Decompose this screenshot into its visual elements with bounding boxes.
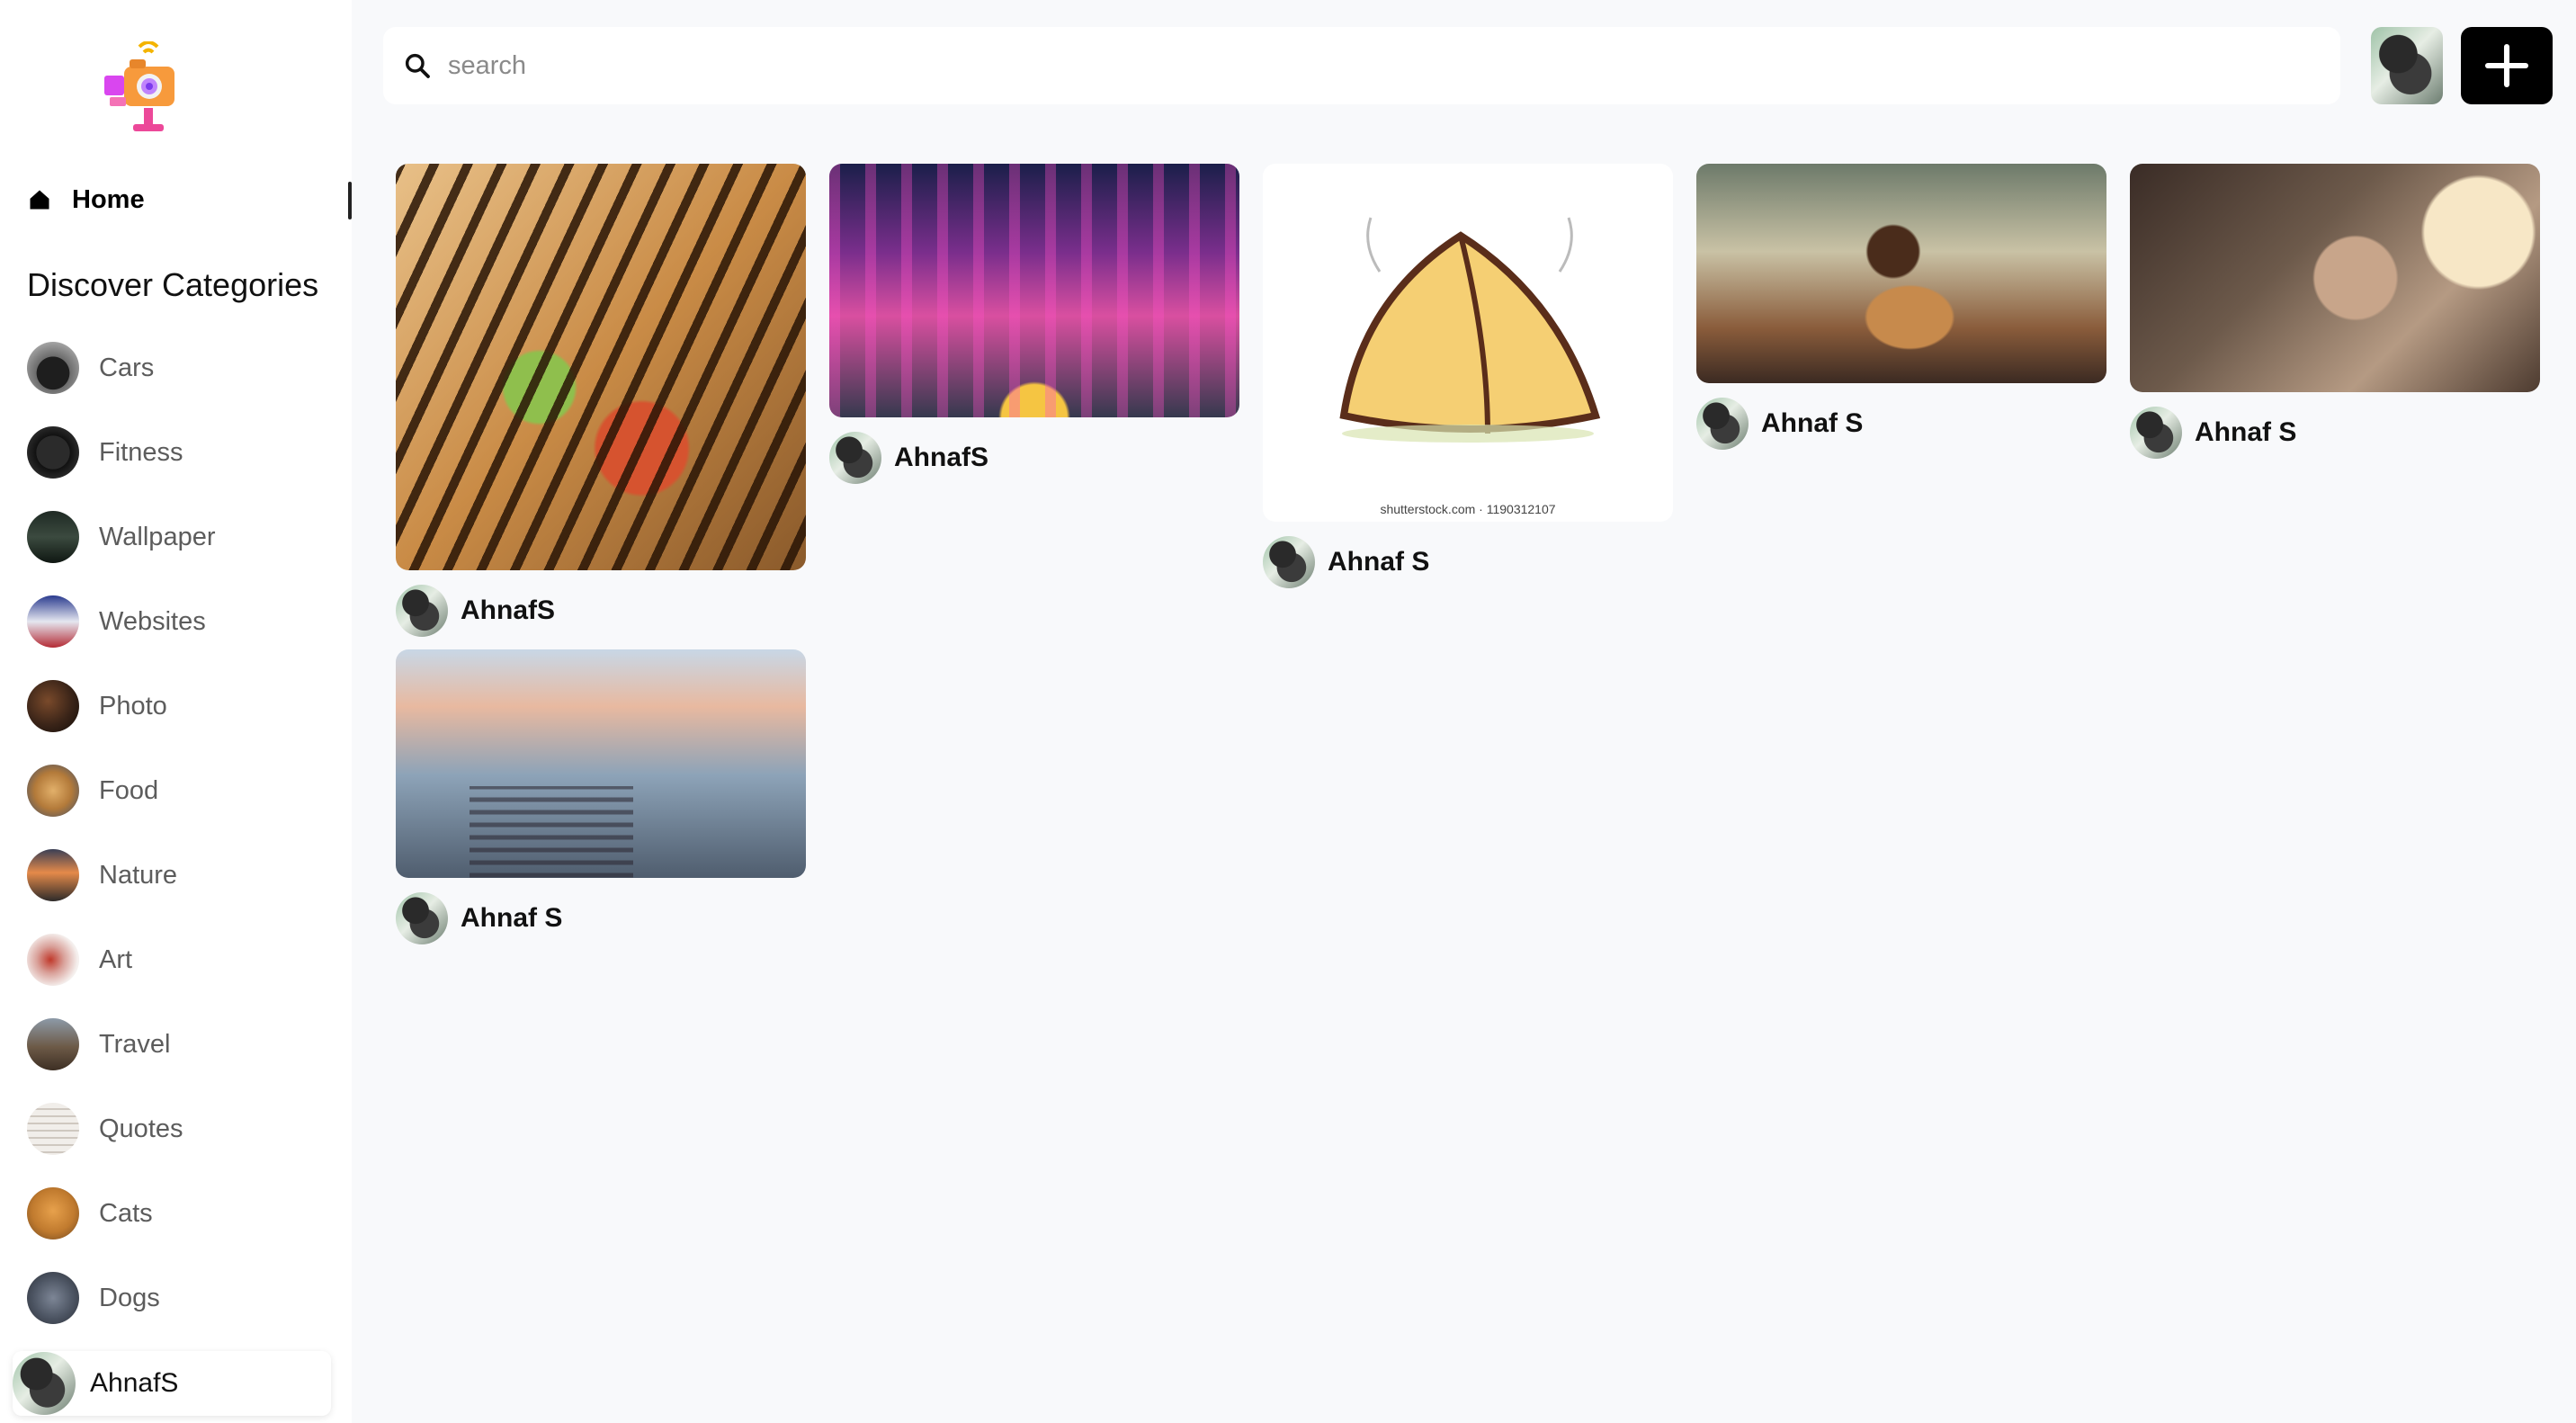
category-label: Wallpaper [99, 522, 216, 551]
pin-card: Ahnaf S [396, 649, 806, 944]
category-fitness[interactable]: Fitness [27, 426, 333, 479]
avatar [396, 892, 448, 944]
category-label: Dogs [99, 1283, 160, 1312]
category-label: Cars [99, 353, 155, 382]
category-wallpaper[interactable]: Wallpaper [27, 511, 333, 563]
category-websites[interactable]: Websites [27, 595, 333, 648]
pin-image-city-street[interactable] [829, 164, 1239, 417]
active-indicator [348, 182, 352, 219]
pin-author[interactable]: AhnafS [396, 585, 806, 637]
nav-home[interactable]: Home [27, 180, 352, 219]
dogs-thumbnail [27, 1272, 79, 1324]
avatar [1263, 536, 1315, 588]
category-label: Websites [99, 606, 206, 636]
category-nature[interactable]: Nature [27, 849, 333, 901]
category-cars[interactable]: Cars [27, 342, 333, 394]
category-list: Cars Fitness Wallpaper Websites Photo Fo… [27, 342, 333, 1356]
avatar [13, 1352, 76, 1415]
category-dogs[interactable]: Dogs [27, 1272, 333, 1324]
pin-author[interactable]: Ahnaf S [1696, 398, 2106, 450]
pin-image-anime-study[interactable] [2130, 164, 2540, 392]
pin-author-name: Ahnaf S [461, 903, 563, 933]
category-label: Cats [99, 1198, 153, 1228]
category-travel[interactable]: Travel [27, 1018, 333, 1070]
categories-heading: Discover Categories [27, 266, 319, 303]
avatar [2130, 407, 2182, 459]
photo-thumbnail [27, 680, 79, 732]
category-label: Quotes [99, 1114, 183, 1143]
user-profile-chip[interactable]: AhnafS [13, 1351, 331, 1416]
user-name: AhnafS [90, 1368, 179, 1398]
search-bar[interactable] [383, 27, 2340, 104]
pin-card: AhnafS [396, 164, 806, 637]
cats-thumbnail [27, 1187, 79, 1240]
category-cats[interactable]: Cats [27, 1187, 333, 1240]
avatar [829, 432, 881, 484]
pin-image-sandwich[interactable] [396, 164, 806, 570]
food-thumbnail [27, 765, 79, 817]
quotes-thumbnail [27, 1103, 79, 1155]
cars-thumbnail [27, 342, 79, 394]
nature-thumbnail [27, 849, 79, 901]
pin-author-name: Ahnaf S [2195, 417, 2297, 447]
sidebar: Home Discover Categories Cars Fitness Wa… [0, 0, 352, 1423]
samosa-illustration [1339, 217, 1601, 443]
image-watermark: shutterstock.com · 1190312107 [1380, 502, 1556, 516]
pin-author[interactable]: AhnafS [829, 432, 1239, 484]
pin-author[interactable]: Ahnaf S [1263, 536, 1673, 588]
pin-card: AhnafS [829, 164, 1239, 484]
travel-thumbnail [27, 1018, 79, 1070]
app-logo-icon[interactable] [97, 41, 200, 144]
category-label: Food [99, 775, 159, 805]
add-pin-button[interactable] [2461, 27, 2553, 104]
pin-author-name: AhnafS [894, 443, 988, 472]
category-food[interactable]: Food [27, 765, 333, 817]
pin-image-samosa[interactable]: shutterstock.com · 1190312107 [1263, 164, 1673, 522]
fitness-thumbnail [27, 426, 79, 479]
pin-author[interactable]: Ahnaf S [396, 892, 806, 944]
nav-home-label: Home [72, 184, 145, 214]
category-photo[interactable]: Photo [27, 680, 333, 732]
category-art[interactable]: Art [27, 934, 333, 986]
pin-image-anime-desk[interactable] [1696, 164, 2106, 383]
websites-thumbnail [27, 595, 79, 648]
avatar [396, 585, 448, 637]
wallpaper-thumbnail [27, 511, 79, 563]
search-input[interactable] [448, 50, 2247, 81]
category-label: Nature [99, 860, 178, 890]
plus-icon [2484, 43, 2529, 88]
pin-image-anime-alley[interactable] [396, 649, 806, 878]
category-label: Travel [99, 1029, 171, 1059]
avatar [1696, 398, 1749, 450]
category-label: Photo [99, 691, 167, 720]
art-thumbnail [27, 934, 79, 986]
pin-author-name: Ahnaf S [1761, 408, 1864, 438]
category-label: Fitness [99, 437, 183, 467]
category-quotes[interactable]: Quotes [27, 1103, 333, 1155]
home-icon [30, 190, 49, 210]
pin-card: Ahnaf S [2130, 164, 2540, 459]
pin-card: shutterstock.com · 1190312107 Ahnaf S [1263, 164, 1673, 588]
pin-author[interactable]: Ahnaf S [2130, 407, 2540, 459]
pin-author-name: Ahnaf S [1328, 547, 1430, 577]
pin-author-name: AhnafS [461, 595, 555, 625]
search-icon [405, 53, 430, 78]
profile-avatar-button[interactable] [2371, 27, 2443, 104]
pin-card: Ahnaf S [1696, 164, 2106, 450]
category-label: Art [99, 944, 133, 974]
